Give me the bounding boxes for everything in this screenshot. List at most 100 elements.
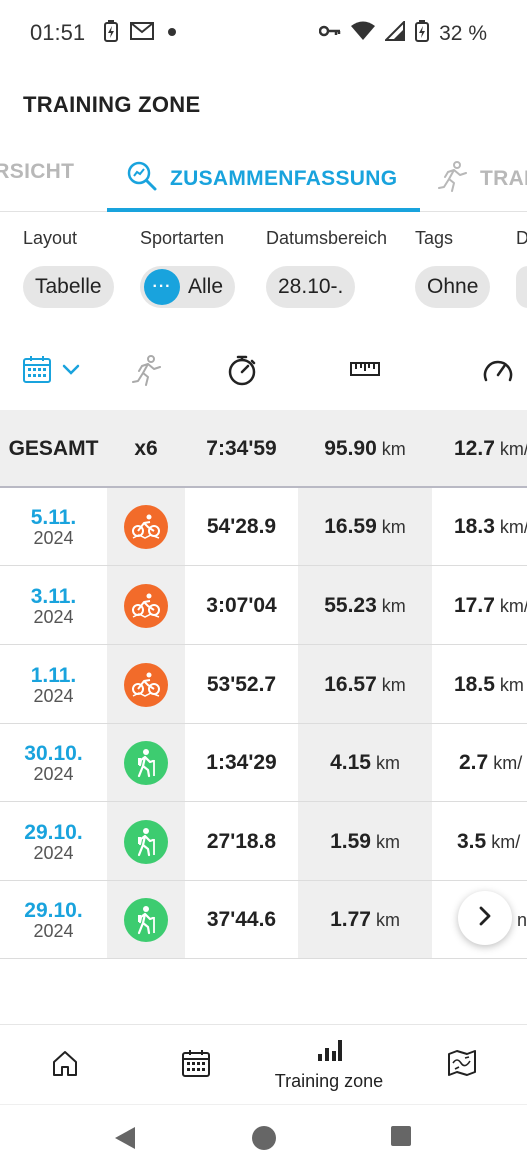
row-distance: 55.23 km: [298, 567, 432, 645]
row-date-day: 29.10.: [24, 898, 83, 922]
active-tab-indicator: [107, 208, 420, 212]
row-distance-unit: km: [375, 909, 400, 930]
row-date-day: 5.11.: [30, 505, 77, 529]
distance-column-shade: [298, 410, 432, 959]
sport-chip[interactable]: ··· Alle: [140, 266, 236, 308]
home-button[interactable]: [251, 1125, 277, 1156]
row-distance-unit: km: [381, 516, 406, 537]
table-row[interactable]: 29.10. 2024 27'18.8 1.59 km 3.5 km/: [0, 803, 527, 881]
row-sport: [107, 724, 185, 802]
calendar-icon: [22, 354, 52, 389]
row-speed: 17.7 km/: [432, 567, 527, 645]
row-speed: n/: [432, 881, 527, 959]
row-date: 1.11. 2024: [0, 646, 107, 724]
nav-calendar[interactable]: [160, 1025, 232, 1105]
row-date: 29.10. 2024: [0, 881, 107, 959]
filter-layout: Layout: [23, 228, 77, 249]
total-duration-shade: [185, 410, 298, 488]
filter-daterange-label: Datumsbereich: [266, 228, 388, 248]
row-date: 29.10. 2024: [0, 803, 107, 881]
row-distance-unit: km: [381, 595, 406, 616]
row-distance: 1.77 km: [298, 881, 432, 959]
duration-column-header[interactable]: [227, 354, 257, 391]
table-row[interactable]: 3.11. 2024 3:07'04 55.23 km 17.7 km/: [0, 567, 527, 645]
row-speed-value: 2.7: [459, 751, 489, 774]
extra-chip[interactable]: [516, 266, 527, 308]
row-speed-value: 18.5: [454, 673, 495, 696]
back-triangle-icon: [113, 1127, 137, 1155]
scroll-right-button[interactable]: [458, 891, 512, 945]
calendar-icon: [181, 1048, 211, 1083]
table-row[interactable]: 1.11. 2024 53'52.7 16.57 km 18.5 km: [0, 646, 527, 724]
row-speed-unit: km/: [493, 752, 523, 773]
row-distance-value: 1.59: [330, 830, 371, 853]
search-chart-icon: [126, 160, 158, 198]
row-date-day: 1.11.: [30, 663, 77, 687]
daterange-chip-value: 28.10-.: [278, 275, 344, 298]
back-button[interactable]: [113, 1125, 137, 1156]
table-row[interactable]: 5.11. 2024 54'28.9 16.59 km 18.3 km/: [0, 488, 527, 566]
tags-chip[interactable]: Ohne: [415, 266, 491, 308]
status-bar: 01:51 32 %: [0, 0, 527, 66]
speedometer-icon: [482, 360, 514, 388]
filter-layout-label: Layout: [23, 228, 78, 248]
filter-sport-label: Sportarten: [140, 228, 225, 248]
home-circle-icon: [251, 1126, 277, 1155]
total-duration: 7:34'59: [206, 437, 277, 460]
row-distance-value: 1.77: [330, 908, 371, 931]
hiking-icon: [124, 820, 168, 864]
bottom-navigation: Training zone: [0, 1024, 527, 1104]
sport-column-header[interactable]: [132, 354, 162, 391]
daterange-chip[interactable]: 28.10-.: [266, 266, 356, 308]
speed-column-header[interactable]: [482, 354, 514, 389]
row-speed-unit: km/: [499, 595, 527, 616]
hiking-icon: [124, 898, 168, 942]
layout-chip[interactable]: Tabelle: [23, 266, 114, 308]
row-speed-value: 3.5: [457, 830, 487, 853]
row-date-year: 2024: [33, 920, 74, 941]
row-sport: [107, 567, 185, 645]
row-sport: [107, 881, 185, 959]
nav-training-zone[interactable]: Training zone: [262, 1025, 396, 1105]
row-duration: 54'28.9: [206, 515, 277, 538]
bar-chart-icon: [316, 1038, 342, 1067]
signal-icon: [383, 19, 406, 46]
row-speed-value: 18.3: [454, 515, 495, 538]
date-sort-control[interactable]: [22, 354, 80, 389]
row-distance: 16.57 km: [298, 646, 432, 724]
system-navigation-bar: [0, 1104, 527, 1170]
row-date: 5.11. 2024: [0, 488, 107, 566]
chevron-down-icon: [62, 363, 80, 381]
cycling-icon: [124, 663, 168, 707]
nav-home[interactable]: [30, 1025, 100, 1105]
tab-training[interactable]: TRAI: [438, 160, 527, 198]
row-date-year: 2024: [33, 606, 74, 627]
battery-percentage: 32 %: [439, 21, 487, 45]
status-time: 01:51: [30, 20, 86, 45]
row-distance-unit: km: [381, 674, 406, 695]
filter-tags-label: Tags: [415, 228, 454, 248]
mail-icon: [130, 22, 154, 45]
tab-training-label: TRAI: [480, 167, 527, 190]
row-distance-unit: km: [375, 831, 400, 852]
distance-column-header[interactable]: [350, 360, 380, 383]
row-distance: 16.59 km: [298, 488, 432, 566]
row-duration: 3:07'04: [206, 594, 277, 617]
row-date: 30.10. 2024: [0, 724, 107, 802]
recents-button[interactable]: [390, 1125, 412, 1152]
row-date-day: 3.11.: [30, 584, 77, 608]
nav-map[interactable]: [426, 1025, 498, 1105]
row-distance-value: 16.59: [324, 515, 377, 538]
filter-bar: Layout Tabelle Sportarten ··· Alle Datum…: [0, 228, 527, 318]
key-icon: [318, 24, 341, 43]
tab-summary-label: ZUSAMMENFASSUNG: [170, 167, 398, 190]
row-sport: [107, 488, 185, 566]
nav-training-zone-label: Training zone: [274, 1071, 384, 1091]
tab-summary[interactable]: ZUSAMMENFASSUNG: [126, 160, 397, 198]
row-speed-value: 17.7: [454, 594, 495, 617]
table-row[interactable]: 30.10. 2024 1:34'29 4.15 km 2.7 km/: [0, 724, 527, 802]
total-distance-unit: km: [381, 438, 406, 459]
